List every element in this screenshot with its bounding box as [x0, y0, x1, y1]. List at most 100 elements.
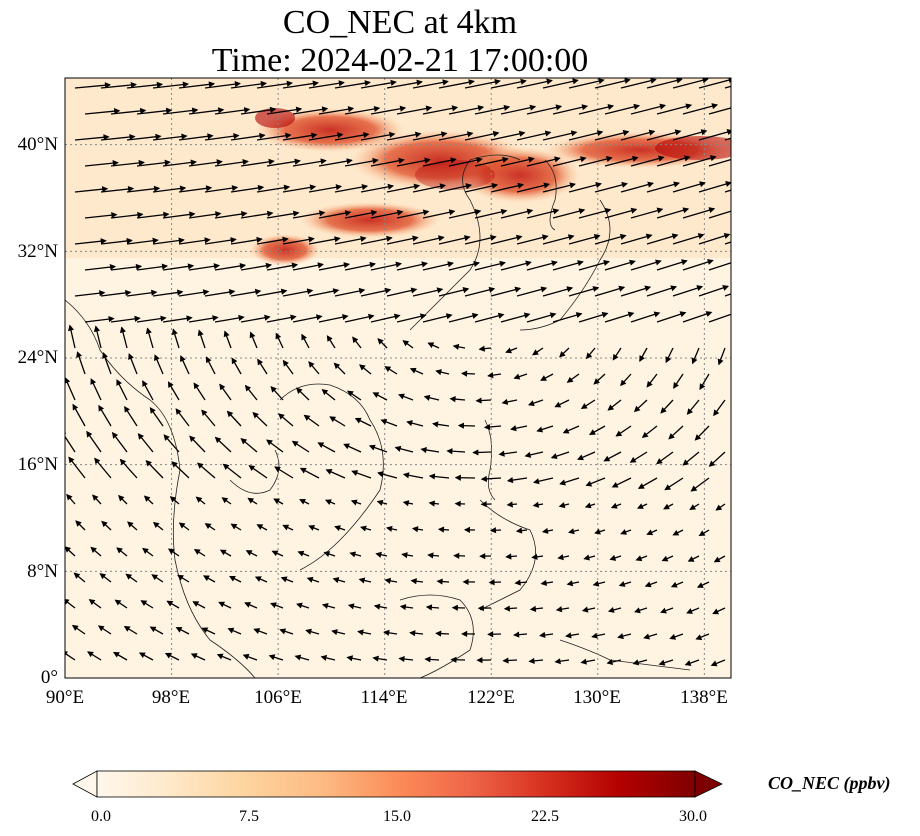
wind-arrow-shaft [84, 213, 117, 219]
wind-arrow-shaft [282, 289, 313, 297]
wind-arrow-shaft [100, 83, 136, 89]
wind-arrow-head [134, 315, 141, 322]
wind-arrow-head [696, 285, 704, 292]
wind-arrow-shaft [370, 262, 402, 271]
wind-arrow-shaft [464, 132, 499, 141]
wind-arrow-head [447, 261, 454, 268]
wind-arrow-head [696, 582, 704, 588]
co-plume [250, 108, 731, 266]
wind-arrow-shaft [516, 131, 551, 141]
wind-arrow-shaft [344, 263, 376, 271]
wind-arrow-head [502, 657, 509, 664]
wind-arrow-head [238, 314, 245, 321]
wind-arrow-shaft [110, 109, 146, 115]
wind-arrow-head [126, 237, 133, 245]
wind-arrow-shaft [438, 236, 470, 245]
wind-arrow-shaft [178, 83, 214, 89]
wind-arrow-head [151, 574, 159, 581]
wind-arrow-head [113, 108, 121, 115]
wind-arrow-head [306, 288, 314, 295]
wind-arrow-head [212, 315, 219, 322]
wind-arrow-head [269, 106, 277, 113]
wind-arrow-head [700, 129, 708, 136]
wind-arrow-head [229, 576, 236, 582]
wind-arrow-head [161, 263, 169, 270]
wind-arrow-head [186, 315, 193, 322]
wind-arrow-head [216, 159, 223, 166]
wind-arrow-head [609, 554, 617, 561]
wind-arrow-head [76, 351, 83, 358]
wind-arrow-head [464, 235, 471, 242]
wind-arrow-head [239, 262, 247, 270]
wind-arrow-head [253, 628, 261, 634]
wind-arrow-shaft [500, 209, 533, 219]
wind-arrow-head [684, 660, 692, 667]
wind-arrow-head [127, 185, 135, 193]
wind-arrow-shaft [552, 209, 585, 219]
wind-arrow-head [676, 78, 683, 84]
wind-arrow-head [581, 606, 589, 613]
wind-arrow-head [108, 316, 115, 323]
wind-arrow-head [461, 370, 468, 377]
wind-arrow-head [672, 529, 680, 536]
wind-arrow-head [435, 630, 442, 637]
wind-arrow-shaft [490, 287, 521, 297]
wind-arrow-head [326, 335, 333, 342]
wind-arrow-shaft [396, 106, 432, 115]
wind-arrow-head [280, 288, 288, 295]
wind-arrow-head [641, 431, 649, 438]
wind-arrow-head [488, 579, 495, 586]
wind-arrow-head [333, 362, 341, 370]
wind-arrow-head [612, 353, 619, 361]
wind-arrow-head [644, 581, 652, 588]
wind-arrow-head [660, 407, 667, 414]
wind-arrow-head [190, 159, 197, 166]
wind-arrow-head [137, 211, 144, 218]
y-tick-label: 16°N [17, 454, 58, 475]
wind-arrow-head [715, 504, 723, 511]
wind-arrow-head [372, 655, 379, 662]
wind-arrow-head [214, 436, 222, 444]
wind-arrow-head [682, 207, 690, 214]
wind-arrow-head [555, 606, 563, 613]
wind-arrow-shaft [594, 286, 625, 297]
wind-arrow-head [111, 431, 119, 439]
wind-arrow-head [506, 477, 514, 484]
wind-arrow-head [227, 627, 235, 634]
wind-arrow-shaft [630, 312, 660, 323]
wind-arrow-shaft [422, 210, 455, 219]
wind-arrow-shaft [256, 134, 291, 141]
wind-arrow-head [240, 438, 248, 445]
wind-arrow-head [646, 529, 654, 536]
wind-arrow-shaft [578, 260, 609, 271]
wind-arrow-shaft [698, 233, 730, 245]
wind-arrow-head [494, 79, 501, 85]
wind-arrow-head [670, 581, 678, 588]
colorbar [72, 770, 723, 798]
wind-arrow-shaft [682, 104, 718, 115]
wind-arrow-shaft [126, 239, 158, 245]
wind-arrow-head [592, 286, 600, 292]
wind-arrow-head [629, 456, 637, 463]
wind-arrow-head [187, 263, 195, 270]
wind-arrow-head [398, 393, 405, 400]
wind-arrow-head [399, 105, 407, 112]
wind-arrow-head [411, 526, 419, 533]
wind-arrow-head [205, 185, 213, 192]
wind-arrow-shaft [178, 187, 212, 193]
wind-arrow-head [360, 525, 367, 532]
wind-arrow-head [502, 156, 509, 163]
wind-arrow-shaft [110, 265, 142, 271]
wind-arrow-shaft [126, 187, 160, 193]
wind-arrow-head [639, 355, 645, 362]
wind-arrow-head [351, 470, 359, 476]
wind-arrow-head [360, 236, 367, 242]
wind-arrow-head [453, 552, 460, 559]
wind-arrow-head [699, 383, 706, 391]
wind-arrow-shaft [266, 160, 300, 167]
wind-arrow-head [399, 604, 407, 611]
wind-arrow-head [398, 157, 405, 164]
wind-arrow-shaft [594, 182, 628, 193]
wind-arrow-head [428, 473, 436, 480]
wind-arrow-shaft [630, 104, 666, 115]
